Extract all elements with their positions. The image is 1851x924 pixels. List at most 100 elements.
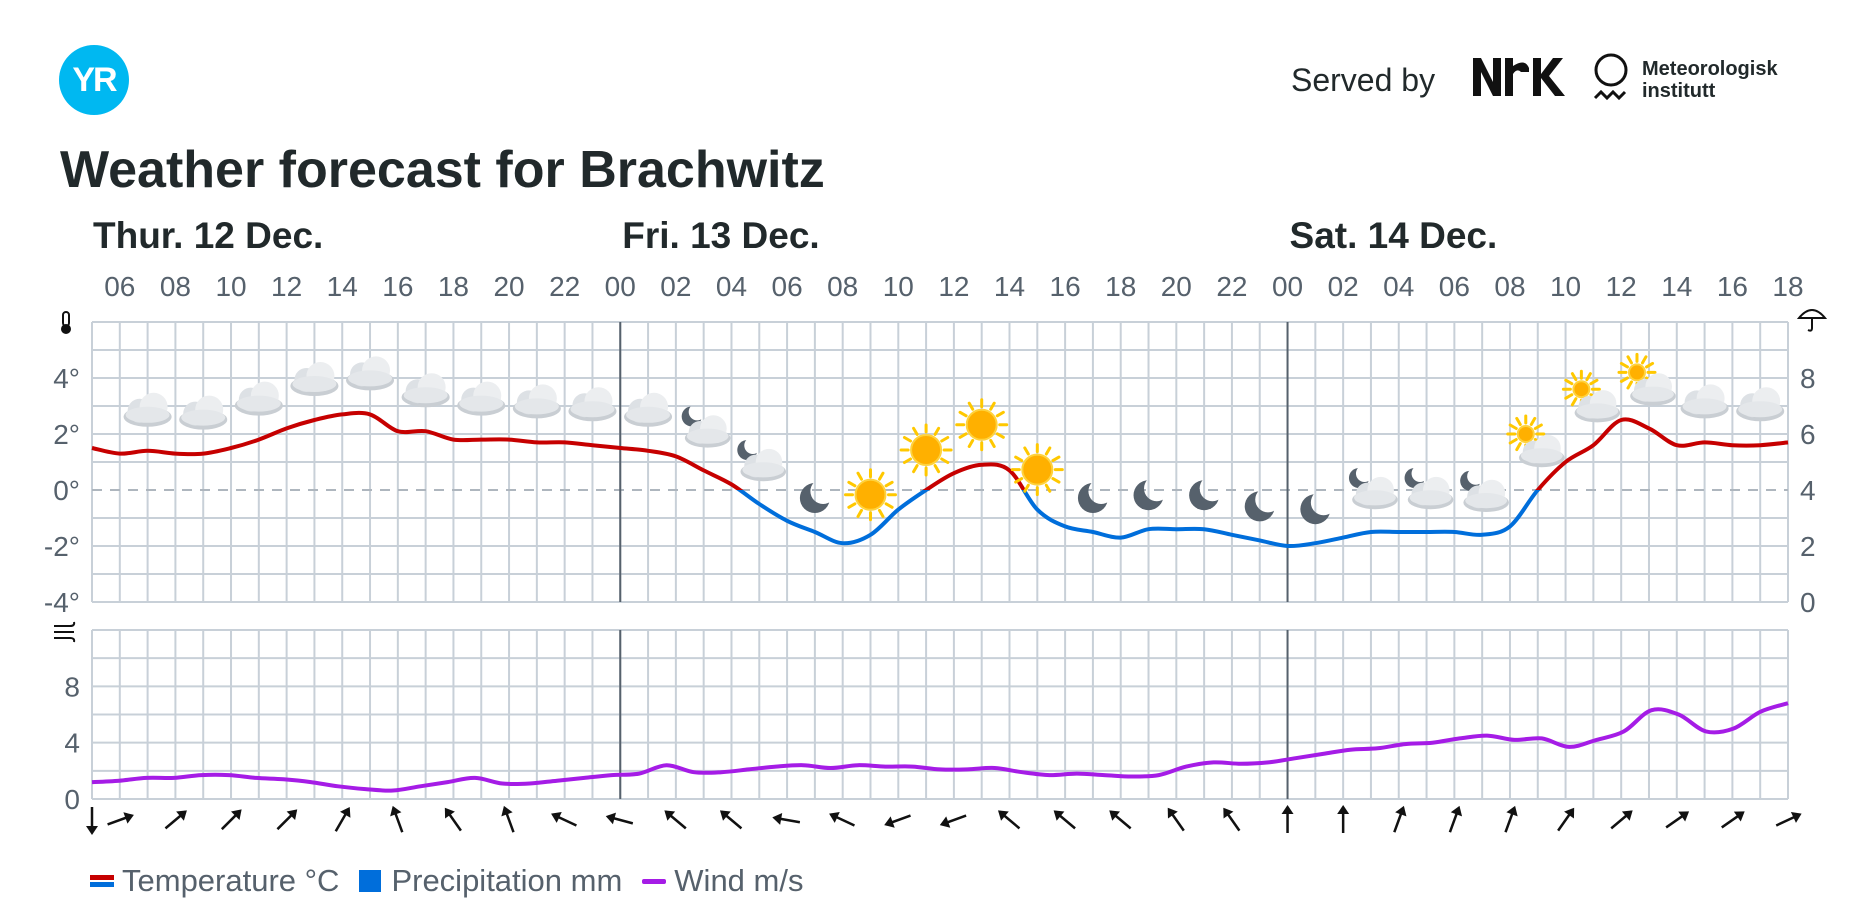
- sun-shape: [1561, 369, 1601, 409]
- thermometer-stem: [62, 311, 70, 327]
- sun-ray: [1640, 355, 1648, 365]
- hour-label: 20: [1161, 271, 1192, 302]
- hour-label: 14: [994, 271, 1025, 302]
- met-name: Meteorologisk institutt: [1642, 58, 1778, 102]
- grid: [91, 321, 1789, 800]
- cloud-part: [514, 398, 559, 415]
- sun-ray: [958, 432, 968, 439]
- arrow-head: [1337, 805, 1350, 814]
- cloud-shape: [1463, 479, 1509, 512]
- yr-logo[interactable]: YR: [59, 45, 129, 115]
- precipitation-tick: 8: [1800, 363, 1816, 394]
- arrow-head: [719, 810, 731, 821]
- weather-symbol-cloudy-icon: [401, 373, 450, 408]
- wind-arrow-icon: [939, 814, 967, 828]
- sun-ray: [1508, 423, 1518, 430]
- cloud-shape: [1518, 434, 1565, 468]
- wind-arrow-icon: [390, 805, 404, 833]
- weather-symbol-clear-day-icon: [843, 468, 897, 522]
- cloud-part: [1738, 401, 1783, 418]
- page-title: Weather forecast for Brachwitz: [60, 141, 825, 199]
- cloud-shape: [401, 373, 450, 408]
- arrow-head: [1678, 811, 1690, 822]
- legend-item-temperature[interactable]: Temperature °C: [90, 863, 339, 899]
- axis-labels: 4° 2° 0° -2° -4° 8 6 4 2 0 8 4 0: [44, 363, 1816, 815]
- legend-item-precipitation[interactable]: Precipitation mm: [359, 863, 622, 899]
- legend-label-precipitation: Precipitation mm: [391, 863, 623, 898]
- cloud-part: [348, 370, 393, 387]
- precipitation-tick: 4: [1800, 475, 1816, 506]
- sun-ray: [1533, 423, 1543, 430]
- precipitation-tick: 6: [1800, 419, 1816, 450]
- arrow-head: [1053, 810, 1065, 821]
- weather-symbol-clear-day-icon: [955, 398, 1009, 452]
- arrow-head: [884, 816, 895, 828]
- header: YR Served by Meteorologisk institutt: [0, 0, 1851, 140]
- precipitation-tick: 2: [1800, 531, 1816, 562]
- umbrella-icon: [1796, 309, 1828, 332]
- cloud-part: [403, 387, 448, 404]
- sun-ray: [1626, 355, 1633, 365]
- weather-symbol-clear-night-icon: [1189, 480, 1220, 511]
- arrow-head: [176, 810, 187, 821]
- wind-arrow-icon: [164, 810, 187, 830]
- weather-symbol-partly-cloudy-day-icon: [1561, 369, 1621, 423]
- hour-label: 16: [382, 271, 413, 302]
- day-label: Thur. 12 Dec.: [93, 215, 323, 256]
- cloud-part: [570, 401, 615, 418]
- sun-ray: [1529, 416, 1537, 426]
- moon-shape: [799, 483, 830, 513]
- sun-disc: [910, 434, 943, 466]
- weather-symbol-cloudy-icon: [290, 362, 339, 396]
- arrow-head: [1223, 807, 1234, 819]
- cloud-part: [742, 462, 785, 478]
- hour-labels: 06 08 10 12 14 16 18 20 22 00 02 04 06 08 10 12 14 16 18 20…: [104, 271, 1803, 302]
- cloud-part: [459, 395, 504, 412]
- forecast-chart: Thur. 12 Dec. Fri. 13 Dec. Sat. 14 Dec. 06…: [44, 215, 1828, 835]
- weather-symbol-cloudy-icon: [123, 392, 172, 427]
- cloud-shape: [1407, 476, 1454, 510]
- sun-disc: [965, 408, 998, 441]
- wind-icon: [54, 621, 76, 643]
- weather-symbols: [123, 352, 1785, 525]
- arrow-head: [1733, 811, 1745, 822]
- sun-ray: [1023, 446, 1030, 456]
- hour-label: 20: [493, 271, 524, 302]
- cloud-part: [1520, 448, 1563, 464]
- sun-ray: [1626, 380, 1633, 390]
- cloud-shape: [1630, 373, 1676, 406]
- met-logo[interactable]: [1591, 52, 1631, 108]
- cloud-part: [686, 428, 729, 444]
- sun-ray: [989, 401, 996, 411]
- legend-item-wind[interactable]: Wind m/s: [642, 863, 803, 899]
- arrow-head: [939, 816, 951, 828]
- sun-ray: [1014, 455, 1024, 463]
- sun-ray: [884, 480, 894, 488]
- hour-label: 02: [1328, 271, 1359, 302]
- wind-arrow-icon: [1665, 811, 1690, 829]
- moon-shape: [1244, 491, 1275, 522]
- wind-arrow-icon: [998, 810, 1021, 830]
- hour-label: 18: [1105, 271, 1136, 302]
- temperature-line-cold: [736, 490, 1541, 549]
- cloud-shape: [346, 356, 395, 391]
- wind-arrow-icon: [1448, 805, 1463, 833]
- sun-shape: [955, 398, 1009, 452]
- hour-label: 18: [1772, 271, 1803, 302]
- precipitation-tick: 0: [1800, 587, 1816, 618]
- wind-tick: 0: [64, 784, 80, 815]
- wind-arrow-icon: [444, 807, 462, 832]
- arrow-head: [1790, 812, 1802, 823]
- wind-arrow-icon: [220, 809, 242, 831]
- arrow-head: [1281, 805, 1294, 814]
- nrk-logo[interactable]: [1473, 58, 1565, 96]
- wind-arrow-icon: [334, 807, 351, 832]
- cloud-part: [1576, 403, 1619, 419]
- weather-symbol-cloudy-icon: [234, 381, 283, 416]
- sun-ray: [1508, 438, 1518, 445]
- weather-symbol-clear-night-icon: [1244, 491, 1275, 522]
- cloud-shape: [123, 392, 172, 427]
- wind-arrow-icon: [1557, 807, 1575, 832]
- moon-shape: [737, 440, 758, 460]
- weather-symbol-clear-night-icon: [799, 483, 830, 513]
